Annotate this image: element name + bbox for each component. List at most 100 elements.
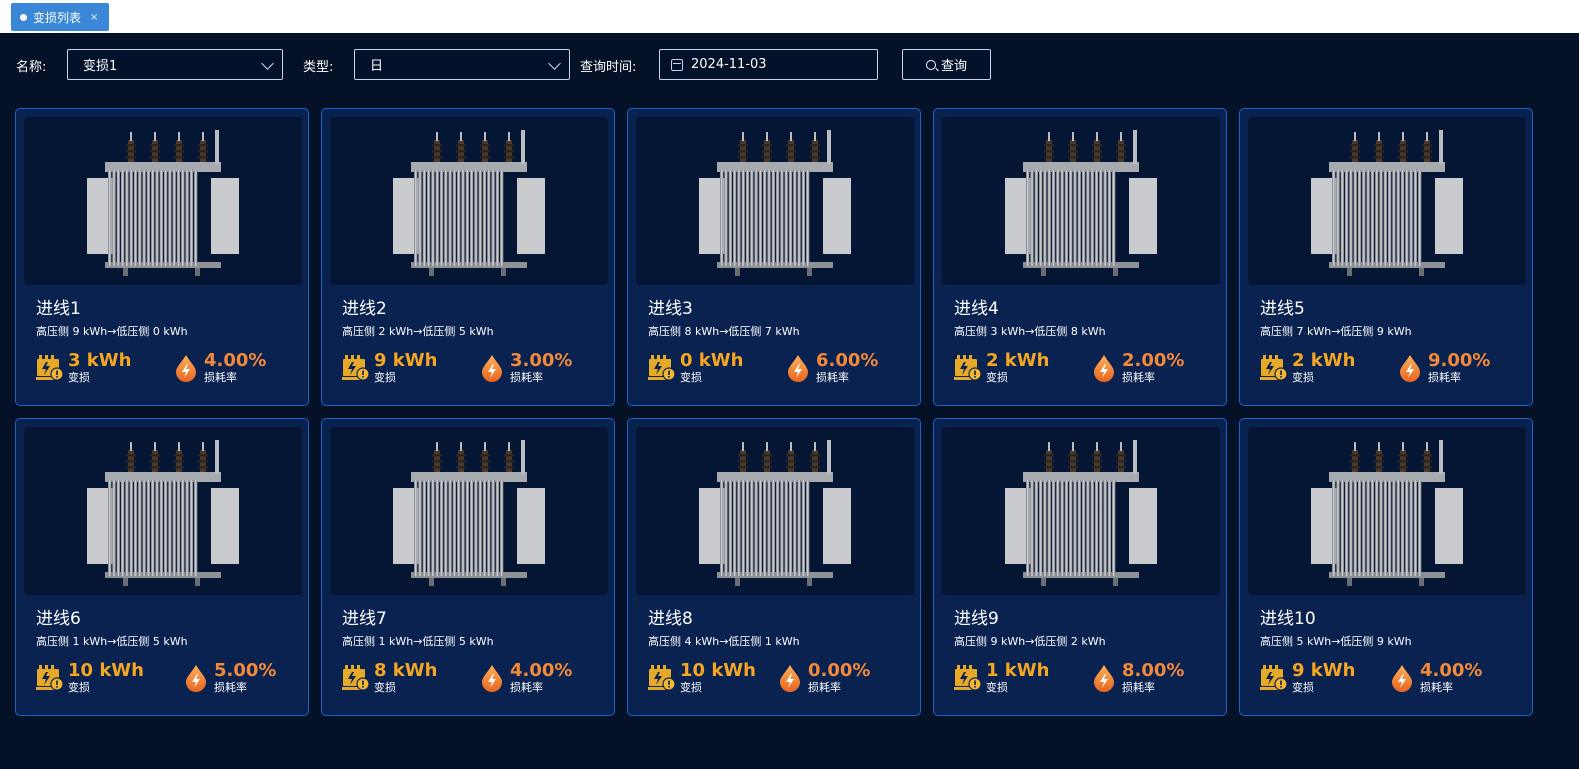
card-subtitle: 高压侧 4 kWh→低压侧 1 kWh xyxy=(648,635,800,648)
transformer-loss-icon xyxy=(954,664,982,691)
transformer-card[interactable]: 进线10 高压侧 5 kWh→低压侧 9 kWh 9 kWh 变损 4.00% … xyxy=(1239,418,1533,716)
transformer-card[interactable]: 进线2 高压侧 2 kWh→低压侧 5 kWh 9 kWh 变损 3.00% 损… xyxy=(321,108,615,406)
loss-label: 变损 xyxy=(68,681,90,694)
loss-value: 10 kWh xyxy=(680,660,756,681)
loss-rate-drop-icon xyxy=(1392,664,1412,692)
card-title: 进线2 xyxy=(342,299,387,319)
loss-rate-drop-icon xyxy=(176,354,196,382)
transformer-image-box xyxy=(330,117,608,285)
loss-value: 0 kWh xyxy=(680,350,744,371)
card-title: 进线5 xyxy=(1260,299,1305,319)
tab-loss-list[interactable]: 变损列表 × xyxy=(11,3,109,31)
rate-label: 损耗率 xyxy=(510,681,543,694)
loss-stat: 10 kWh 变损 xyxy=(34,661,144,694)
rate-label: 损耗率 xyxy=(1122,681,1155,694)
query-button-label: 查询 xyxy=(940,59,967,74)
rate-value: 9.00% xyxy=(1428,350,1491,371)
transformer-loss-icon xyxy=(1260,354,1288,381)
transformer-card[interactable]: 进线3 高压侧 8 kWh→低压侧 7 kWh 0 kWh 变损 6.00% 损… xyxy=(627,108,921,406)
loss-stat: 8 kWh 变损 xyxy=(340,661,437,694)
transformer-card[interactable]: 进线8 高压侧 4 kWh→低压侧 1 kWh 10 kWh 变损 0.00% … xyxy=(627,418,921,716)
loss-label: 变损 xyxy=(68,371,90,384)
name-label: 名称: xyxy=(16,60,47,75)
card-title: 进线7 xyxy=(342,609,387,629)
chevron-down-icon xyxy=(548,57,561,70)
transformer-card[interactable]: 进线4 高压侧 3 kWh→低压侧 8 kWh 2 kWh 变损 2.00% 损… xyxy=(933,108,1227,406)
transformer-card[interactable]: 进线1 高压侧 9 kWh→低压侧 0 kWh 3 kWh 变损 4.00% 损… xyxy=(15,108,309,406)
filter-bar: 名称: 变损1 类型: 日 查询时间: 2024-11-03 查询 xyxy=(0,49,1579,81)
transformer-loss-icon xyxy=(36,354,64,381)
transformer-loss-icon xyxy=(342,354,370,381)
transformer-image-box xyxy=(942,117,1220,285)
transformer-card[interactable]: 进线9 高压侧 9 kWh→低压侧 2 kWh 1 kWh 变损 8.00% 损… xyxy=(933,418,1227,716)
name-select-value: 变损1 xyxy=(83,59,118,74)
card-title: 进线6 xyxy=(36,609,81,629)
transformer-image xyxy=(1311,130,1463,276)
type-select[interactable]: 日 xyxy=(354,49,570,80)
transformer-card[interactable]: 进线7 高压侧 1 kWh→低压侧 5 kWh 8 kWh 变损 4.00% 损… xyxy=(321,418,615,716)
loss-rate-drop-icon xyxy=(1094,354,1114,382)
search-icon xyxy=(925,59,936,70)
loss-label: 变损 xyxy=(374,681,396,694)
card-subtitle: 高压侧 9 kWh→低压侧 2 kWh xyxy=(954,635,1106,648)
date-picker[interactable]: 2024-11-03 xyxy=(659,49,878,80)
card-title: 进线3 xyxy=(648,299,693,319)
rate-stat: 8.00% 损耗率 xyxy=(1092,661,1184,694)
loss-stat: 3 kWh 变损 xyxy=(34,351,131,384)
loss-value: 1 kWh xyxy=(986,660,1050,681)
transformer-card[interactable]: 进线5 高压侧 7 kWh→低压侧 9 kWh 2 kWh 变损 9.00% 损… xyxy=(1239,108,1533,406)
transformer-card[interactable]: 进线6 高压侧 1 kWh→低压侧 5 kWh 10 kWh 变损 5.00% … xyxy=(15,418,309,716)
transformer-image-box xyxy=(1248,427,1526,595)
loss-stat: 2 kWh 变损 xyxy=(1258,351,1355,384)
rate-stat: 9.00% 损耗率 xyxy=(1398,351,1490,384)
rate-value: 2.00% xyxy=(1122,350,1185,371)
rate-stat: 5.00% 损耗率 xyxy=(184,661,276,694)
rate-stat: 4.00% 损耗率 xyxy=(174,351,266,384)
transformer-image-box xyxy=(24,427,302,595)
transformer-image xyxy=(699,440,851,586)
card-subtitle: 高压侧 9 kWh→低压侧 0 kWh xyxy=(36,325,188,338)
loss-label: 变损 xyxy=(986,371,1008,384)
loss-stat: 1 kWh 变损 xyxy=(952,661,1049,694)
transformer-loss-icon xyxy=(648,354,676,381)
loss-label: 变损 xyxy=(986,681,1008,694)
loss-value: 2 kWh xyxy=(1292,350,1356,371)
rate-label: 损耗率 xyxy=(1428,371,1461,384)
loss-label: 变损 xyxy=(1292,371,1314,384)
transformer-image xyxy=(393,130,545,276)
card-subtitle: 高压侧 7 kWh→低压侧 9 kWh xyxy=(1260,325,1412,338)
transformer-image xyxy=(1005,130,1157,276)
loss-label: 变损 xyxy=(680,681,702,694)
loss-rate-drop-icon xyxy=(780,664,800,692)
loss-rate-drop-icon xyxy=(1094,664,1114,692)
rate-stat: 2.00% 损耗率 xyxy=(1092,351,1184,384)
rate-value: 8.00% xyxy=(1122,660,1185,681)
rate-value: 4.00% xyxy=(204,350,267,371)
rate-value: 0.00% xyxy=(808,660,871,681)
transformer-image-box xyxy=(1248,117,1526,285)
transformer-loss-icon xyxy=(36,664,64,691)
card-subtitle: 高压侧 2 kWh→低压侧 5 kWh xyxy=(342,325,494,338)
rate-stat: 4.00% 损耗率 xyxy=(1390,661,1482,694)
rate-stat: 4.00% 损耗率 xyxy=(480,661,572,694)
rate-value: 4.00% xyxy=(510,660,573,681)
query-button[interactable]: 查询 xyxy=(902,49,991,80)
loss-value: 10 kWh xyxy=(68,660,144,681)
rate-label: 损耗率 xyxy=(214,681,247,694)
transformer-image xyxy=(699,130,851,276)
loss-value: 9 kWh xyxy=(1292,660,1356,681)
card-title: 进线8 xyxy=(648,609,693,629)
tab-close-icon[interactable]: × xyxy=(90,11,99,23)
transformer-loss-icon xyxy=(342,664,370,691)
card-title: 进线10 xyxy=(1260,609,1316,629)
tab-dot-icon xyxy=(20,13,27,21)
card-subtitle: 高压侧 8 kWh→低压侧 7 kWh xyxy=(648,325,800,338)
card-subtitle: 高压侧 1 kWh→低压侧 5 kWh xyxy=(36,635,188,648)
time-label: 查询时间: xyxy=(580,60,637,75)
name-select[interactable]: 变损1 xyxy=(67,49,283,80)
loss-stat: 2 kWh 变损 xyxy=(952,351,1049,384)
transformer-image xyxy=(1311,440,1463,586)
transformer-loss-icon xyxy=(954,354,982,381)
rate-value: 3.00% xyxy=(510,350,573,371)
loss-value: 8 kWh xyxy=(374,660,438,681)
